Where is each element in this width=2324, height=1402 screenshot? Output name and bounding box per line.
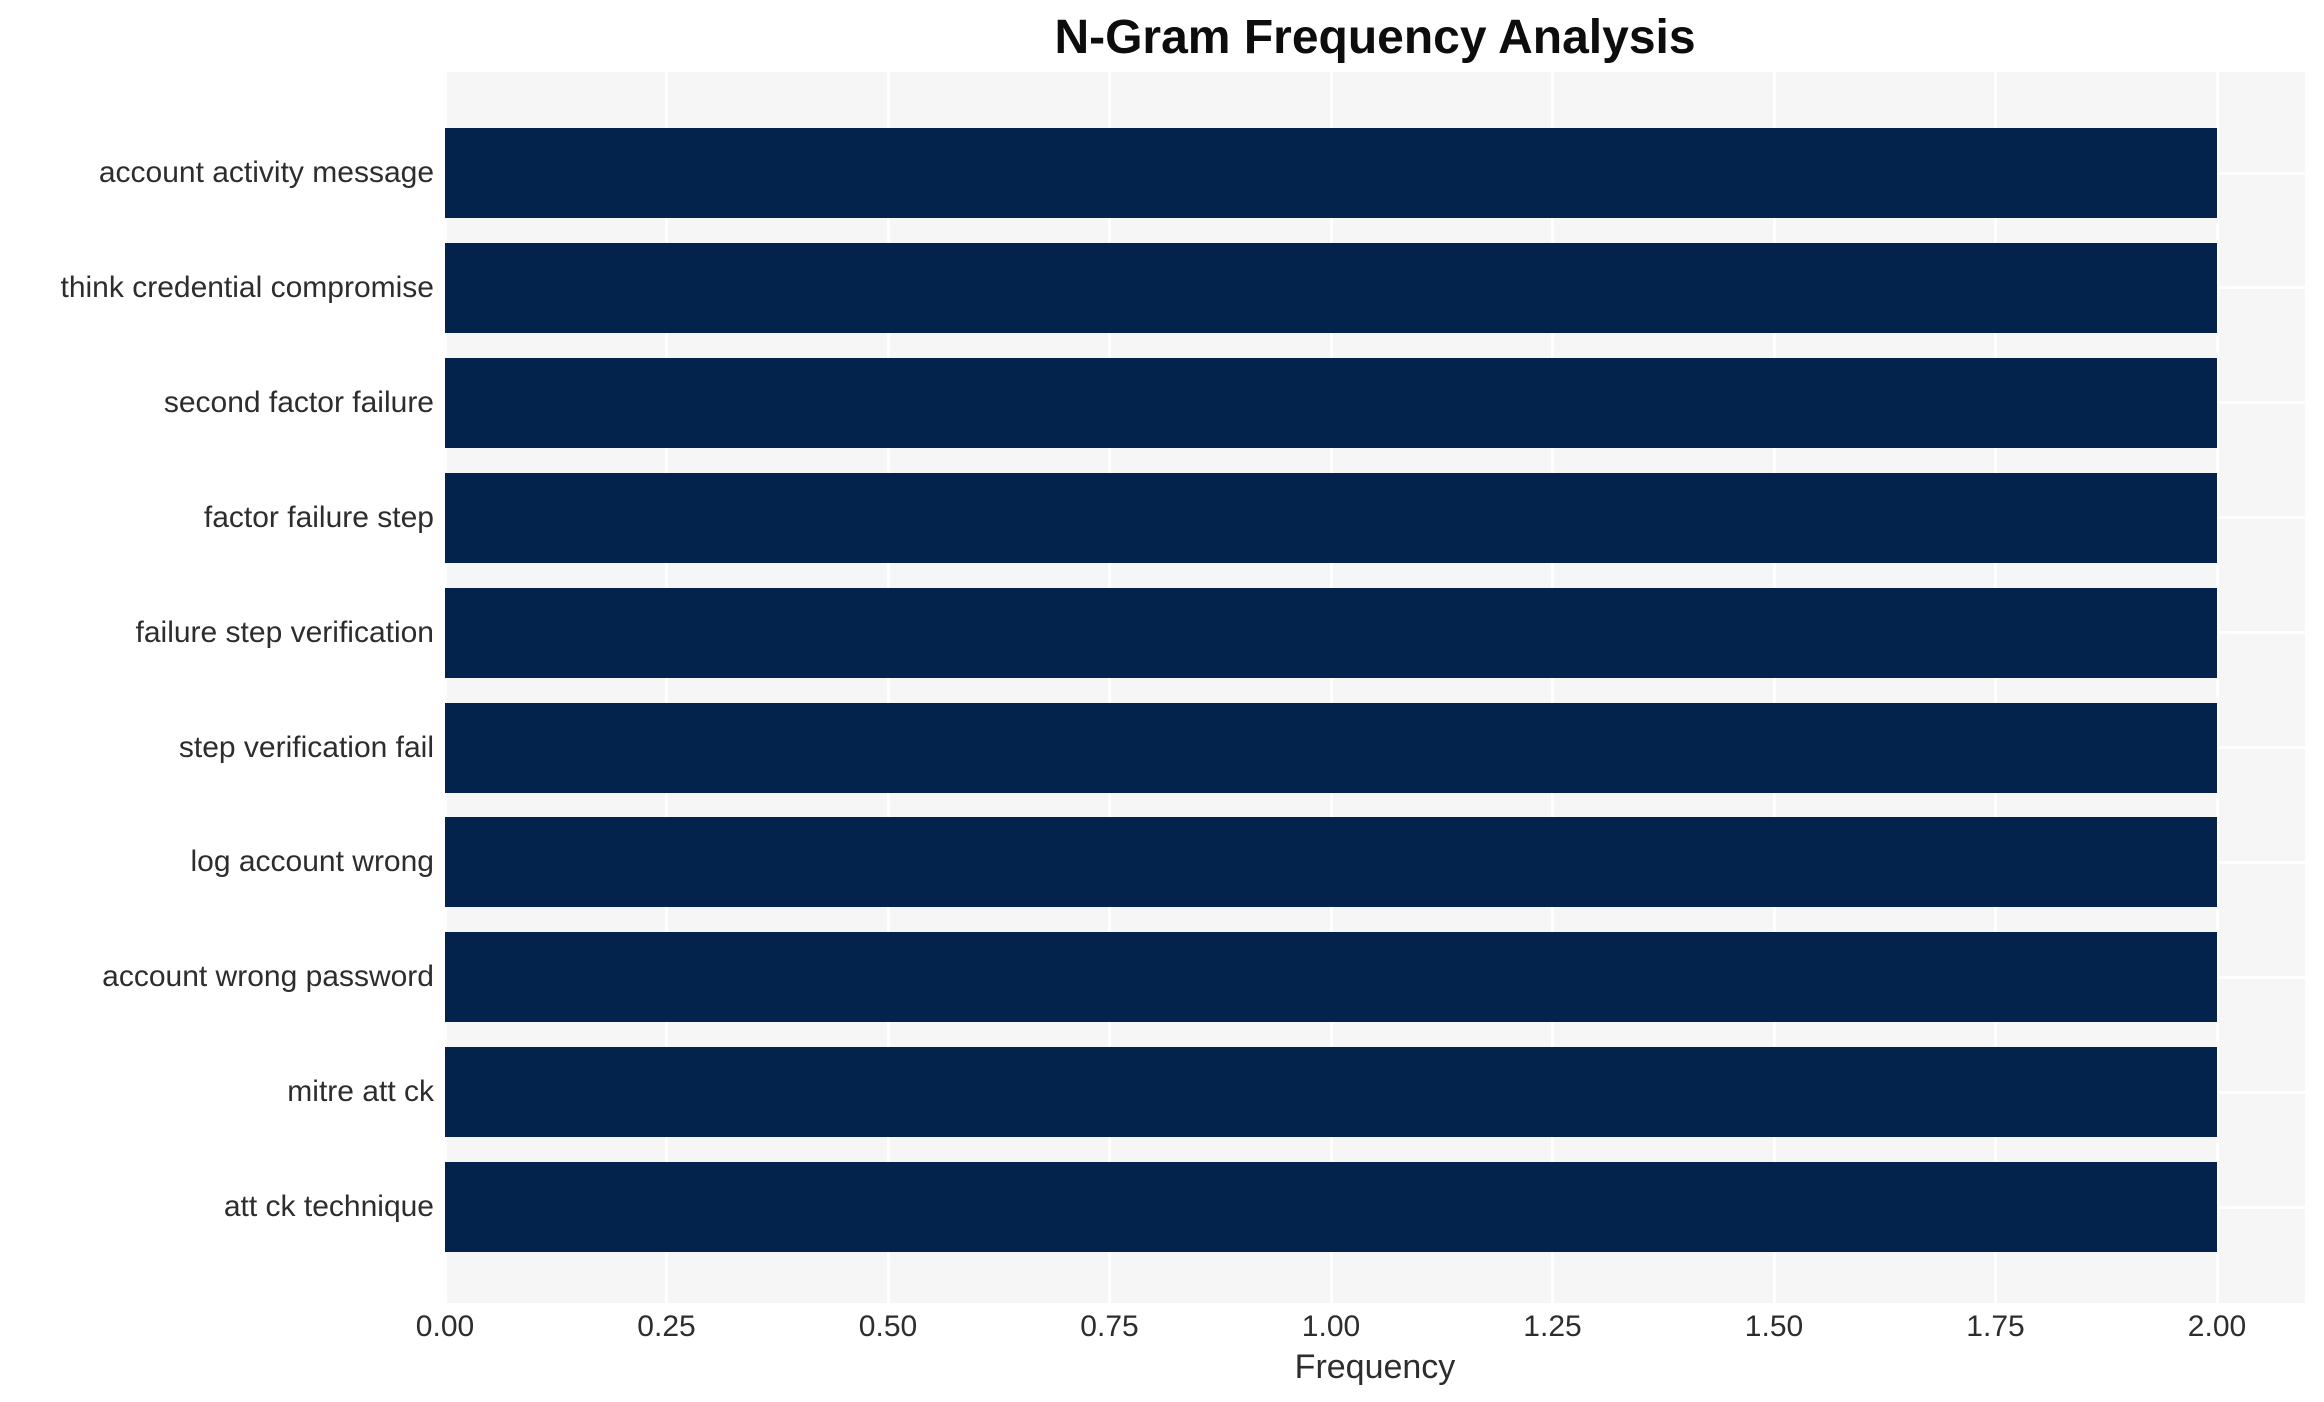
vertical-gridline	[2215, 72, 2219, 1303]
y-axis-label: account wrong password	[102, 960, 434, 994]
vertical-gridline	[1329, 72, 1333, 1303]
plot-area	[443, 72, 2305, 1303]
vertical-gridline	[1772, 72, 1776, 1303]
y-axis-label: second factor failure	[163, 385, 434, 419]
x-axis-title: Frequency	[1294, 1348, 1456, 1386]
x-axis-tick-label: 1.25	[1523, 1310, 1582, 1343]
bar-step-verification-fail	[445, 702, 2217, 793]
vertical-gridline	[443, 72, 447, 1303]
x-axis-tick-label: 0.50	[858, 1310, 918, 1343]
bar-factor-failure-step	[445, 472, 2217, 563]
vertical-gridline	[1551, 72, 1554, 1303]
y-axis-label: att ck technique	[223, 1190, 434, 1224]
bar-log-account-wrong	[445, 817, 2217, 908]
x-axis-tick-label: 2.00	[2187, 1310, 2247, 1343]
x-axis-tick-label: 1.50	[1744, 1310, 1804, 1343]
y-axis-label: think credential compromise	[60, 270, 435, 304]
y-axis-label: account activity message	[98, 156, 434, 189]
bar-second-factor-failure	[445, 357, 2217, 448]
x-axis-tick-label: 0.00	[415, 1310, 475, 1343]
y-axis-label: log account wrong	[190, 845, 435, 879]
bar-failure-step-verification	[445, 587, 2217, 678]
x-axis-tick-label: 0.75	[1080, 1310, 1139, 1343]
vertical-gridline	[1994, 72, 1997, 1303]
bar-think-credential-compromise	[445, 242, 2217, 333]
y-axis-label: factor failure step	[203, 500, 434, 534]
bar-att-ck-technique	[445, 1162, 2217, 1253]
vertical-gridline	[886, 72, 890, 1303]
chart-title: N-Gram Frequency Analysis	[1054, 11, 1696, 64]
y-axis-label: failure step verification	[135, 615, 434, 649]
x-axis-tick-label: 1.00	[1301, 1310, 1361, 1343]
bar-mitre-att-ck	[445, 1047, 2217, 1138]
vertical-gridline	[665, 72, 668, 1303]
y-axis-label: mitre att ck	[287, 1075, 434, 1109]
bar-account-wrong-password	[445, 932, 2217, 1023]
bar-account-activity-message	[445, 128, 2217, 218]
vertical-gridline	[1108, 72, 1111, 1303]
y-axis-label: step verification fail	[178, 730, 434, 764]
x-axis-tick-label: 0.25	[637, 1310, 696, 1343]
x-axis-tick-label: 1.75	[1966, 1310, 2025, 1343]
